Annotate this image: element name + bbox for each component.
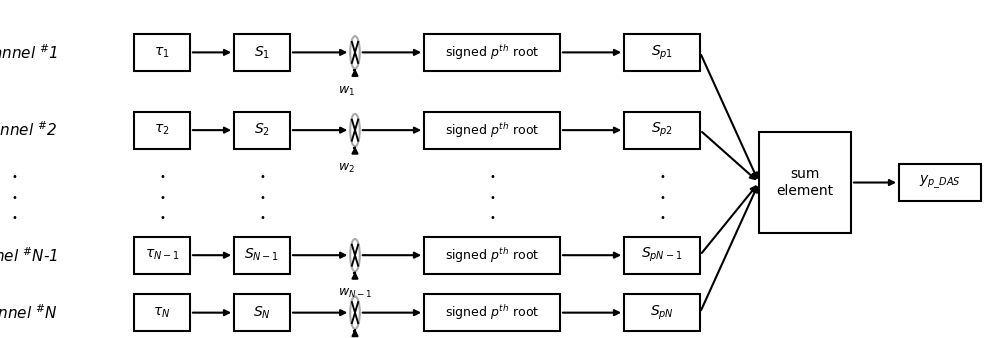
Circle shape (350, 239, 360, 271)
Text: signed $p^{th}$ root: signed $p^{th}$ root (445, 246, 539, 265)
Circle shape (350, 114, 360, 146)
Text: $\tau_{N}$: $\tau_{N}$ (153, 306, 171, 320)
FancyBboxPatch shape (234, 294, 290, 331)
Text: •: • (659, 172, 665, 183)
Text: $\mathit{channel}$ $^{\#}$1: $\mathit{channel}$ $^{\#}$1 (0, 43, 58, 62)
FancyBboxPatch shape (424, 112, 560, 149)
Text: •: • (11, 193, 17, 203)
Text: $\mathit{channel}$ $^{\#}$N-1: $\mathit{channel}$ $^{\#}$N-1 (0, 246, 58, 265)
Text: •: • (11, 172, 17, 183)
Text: signed $p^{th}$ root: signed $p^{th}$ root (445, 43, 539, 62)
Text: •: • (489, 172, 495, 183)
Text: $S_{pN}$: $S_{pN}$ (650, 304, 674, 322)
FancyBboxPatch shape (234, 34, 290, 71)
Text: sum
element: sum element (776, 167, 834, 198)
Text: •: • (659, 193, 665, 203)
Text: $S_{N}$: $S_{N}$ (253, 305, 271, 321)
FancyBboxPatch shape (624, 34, 700, 71)
FancyBboxPatch shape (234, 112, 290, 149)
Text: •: • (659, 213, 665, 223)
Text: •: • (11, 213, 17, 223)
FancyBboxPatch shape (424, 34, 560, 71)
Text: $\mathit{channel}$ $^{\#}$N: $\mathit{channel}$ $^{\#}$N (0, 303, 58, 322)
FancyBboxPatch shape (624, 237, 700, 274)
Text: •: • (159, 193, 165, 203)
FancyBboxPatch shape (134, 34, 190, 71)
Text: •: • (259, 213, 265, 223)
FancyBboxPatch shape (424, 237, 560, 274)
FancyBboxPatch shape (424, 294, 560, 331)
FancyBboxPatch shape (134, 112, 190, 149)
Text: $S_{2}$: $S_{2}$ (254, 122, 270, 138)
FancyBboxPatch shape (134, 237, 190, 274)
Text: $y_{p\_DAS}$: $y_{p\_DAS}$ (919, 174, 961, 191)
Text: $S_{1}$: $S_{1}$ (254, 44, 270, 61)
FancyBboxPatch shape (899, 164, 981, 201)
Text: $S_{N-1}$: $S_{N-1}$ (244, 247, 280, 263)
Text: $w_{N-1}$: $w_{N-1}$ (338, 287, 372, 300)
Text: •: • (259, 172, 265, 183)
Text: $S_{p2}$: $S_{p2}$ (651, 121, 673, 139)
Circle shape (350, 296, 360, 329)
Text: signed $p^{th}$ root: signed $p^{th}$ root (445, 121, 539, 140)
FancyBboxPatch shape (234, 237, 290, 274)
Text: signed $p^{th}$ root: signed $p^{th}$ root (445, 303, 539, 322)
Text: $S_{pN-1}$: $S_{pN-1}$ (641, 246, 683, 264)
Text: $\tau_{1}$: $\tau_{1}$ (154, 45, 170, 59)
FancyBboxPatch shape (759, 132, 851, 233)
FancyBboxPatch shape (624, 294, 700, 331)
FancyBboxPatch shape (134, 294, 190, 331)
Text: $\tau_{2}$: $\tau_{2}$ (154, 123, 170, 137)
Text: •: • (159, 213, 165, 223)
Text: $\mathit{channel}$ $^{\#}$2: $\mathit{channel}$ $^{\#}$2 (0, 121, 58, 140)
Text: $w_{2}$: $w_{2}$ (338, 162, 355, 175)
Text: $S_{p1}$: $S_{p1}$ (651, 43, 673, 62)
Text: •: • (489, 213, 495, 223)
FancyBboxPatch shape (624, 112, 700, 149)
Text: •: • (159, 172, 165, 183)
Circle shape (350, 36, 360, 69)
Text: $\tau_{N-1}$: $\tau_{N-1}$ (145, 248, 179, 262)
Text: •: • (489, 193, 495, 203)
Text: •: • (259, 193, 265, 203)
Text: $w_{1}$: $w_{1}$ (338, 84, 355, 98)
